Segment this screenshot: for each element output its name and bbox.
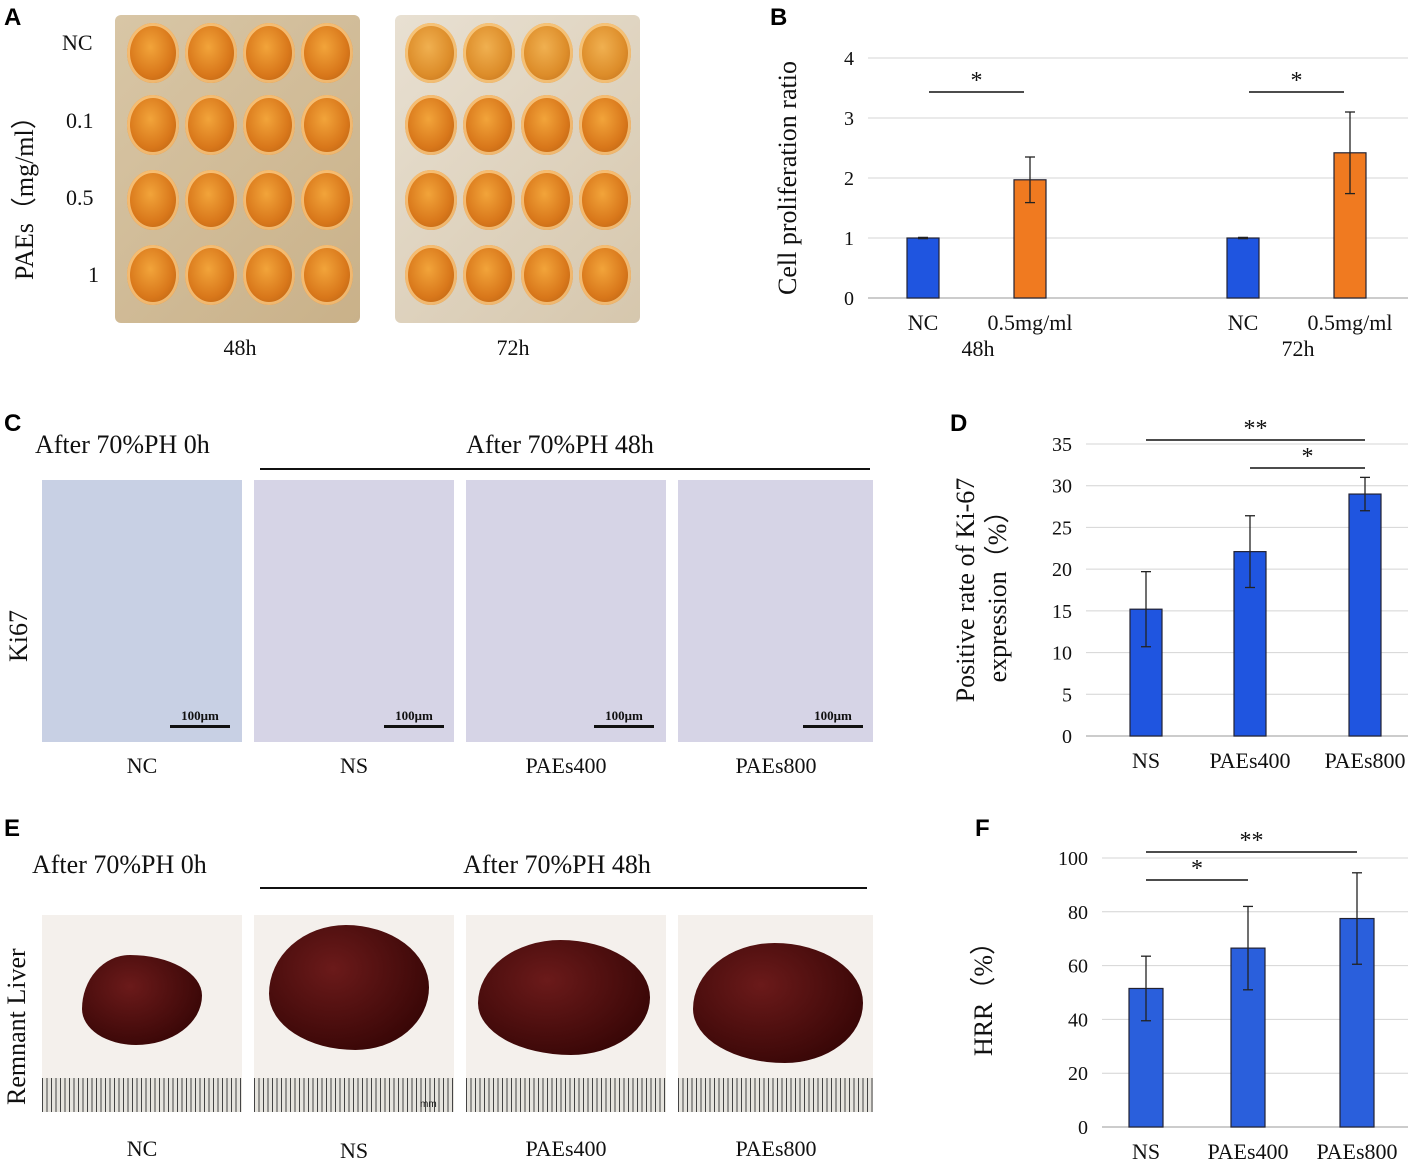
panel-a-col-label: 72h xyxy=(496,335,530,360)
liver-photo-ns: mm xyxy=(254,915,454,1112)
y-tick-label: 0 xyxy=(1062,726,1072,748)
panel-a-row-label: 1 xyxy=(88,262,99,287)
y-tick-label: 10 xyxy=(1052,643,1072,665)
liver-photo-nc xyxy=(42,915,242,1112)
bar xyxy=(906,237,940,299)
ki67-image-paes400: 100μm xyxy=(466,480,666,742)
panel-c-letter: C xyxy=(4,410,22,437)
y-axis-label-line2: expression（%） xyxy=(983,498,1012,683)
y-tick-label: 60 xyxy=(1068,956,1088,978)
y-tick-label: 3 xyxy=(844,108,854,130)
panel-e-header-48h: After 70%PH 48h xyxy=(463,850,651,879)
panel-a-col-label: 48h xyxy=(223,335,257,360)
y-tick-label: 30 xyxy=(1052,476,1072,498)
ki67-image-ns: 100μm xyxy=(254,480,454,742)
y-tick-label: 80 xyxy=(1068,902,1088,924)
y-axis-label: Cell proliferation ratio xyxy=(773,61,802,295)
y-tick-label: 40 xyxy=(1068,1009,1088,1031)
ki67-image-paes800: 100μm xyxy=(678,480,873,742)
x-category-label: NS xyxy=(1132,748,1160,773)
scale-bar-label: 100μm xyxy=(605,708,643,723)
panel-c-col-label: PAEs800 xyxy=(735,753,817,778)
scale-bar-label: 100μm xyxy=(181,708,219,723)
x-category-label: 0.5mg/ml xyxy=(988,310,1073,335)
y-tick-label: 0 xyxy=(844,288,854,310)
x-category-label: NC xyxy=(908,310,939,335)
panel-c-col-label: NS xyxy=(339,753,369,778)
liver-photo-paes800 xyxy=(678,915,873,1112)
bar xyxy=(1348,493,1382,737)
panel-e-col-label: PAEs400 xyxy=(525,1136,607,1161)
y-tick-label: 20 xyxy=(1052,559,1072,581)
significance-marker: ** xyxy=(1244,420,1268,442)
panel-c-header-rule xyxy=(260,468,870,470)
y-tick-label: 35 xyxy=(1052,434,1072,456)
panel-e-col-label: NC xyxy=(126,1136,158,1161)
significance-marker: * xyxy=(1302,444,1314,470)
y-tick-label: 2 xyxy=(844,168,854,190)
panel-a-row-label: 0.1 xyxy=(66,108,94,133)
x-category-label: PAEs800 xyxy=(1316,1139,1397,1163)
significance-marker: * xyxy=(971,68,983,94)
y-tick-label: 4 xyxy=(844,48,854,70)
panel-a-row-label: NC xyxy=(62,30,93,55)
panel-a-ylabel: PAEs（mg/ml） xyxy=(10,103,39,280)
panel-c-row-label: Ki67 xyxy=(4,610,33,662)
panel-a-letter: A xyxy=(4,4,22,31)
significance-marker: * xyxy=(1191,856,1203,882)
plate-photo-72h xyxy=(395,15,640,323)
y-tick-label: 100 xyxy=(1058,848,1088,870)
panel-e-letter: E xyxy=(4,815,21,842)
panel-e-header-0h: After 70%PH 0h xyxy=(32,850,207,879)
y-axis-label: Positive rate of Ki-67 xyxy=(951,478,980,703)
x-category-label: NS xyxy=(1132,1139,1160,1163)
panel-d-letter: D xyxy=(950,410,968,437)
y-tick-label: 25 xyxy=(1052,517,1072,539)
ruler-unit-label: mm xyxy=(420,1099,437,1110)
plate-photo-48h xyxy=(115,15,360,323)
x-group-label: 48h xyxy=(962,336,995,361)
panel-c-header-48h: After 70%PH 48h xyxy=(466,430,654,459)
panel-e-header-rule xyxy=(260,887,867,889)
y-tick-label: 5 xyxy=(1062,684,1072,706)
panel-a-row-label: 0.5 xyxy=(66,185,94,210)
ki67-image-nc: 100μm xyxy=(42,480,242,742)
significance-marker: * xyxy=(1291,68,1303,94)
scale-bar-label: 100μm xyxy=(814,708,852,723)
y-tick-label: 0 xyxy=(1078,1117,1088,1139)
panel-e-col-label: NS xyxy=(339,1138,369,1163)
bar xyxy=(1226,237,1260,299)
x-category-label: NC xyxy=(1228,310,1259,335)
y-tick-label: 1 xyxy=(844,228,854,250)
x-group-label: 72h xyxy=(1282,336,1315,361)
panel-c-col-label: NC xyxy=(126,753,158,778)
x-category-label: PAEs400 xyxy=(1207,1139,1288,1163)
x-category-label: 0.5mg/ml xyxy=(1308,310,1393,335)
x-category-label: PAEs400 xyxy=(1209,748,1290,773)
y-tick-label: 20 xyxy=(1068,1063,1088,1085)
y-tick-label: 15 xyxy=(1052,601,1072,623)
panel-e-row-label: Remnant Liver xyxy=(2,948,31,1105)
y-axis-label: HRR（%） xyxy=(969,929,998,1056)
panel-f-letter: F xyxy=(975,815,990,842)
x-category-label: PAEs800 xyxy=(1324,748,1405,773)
liver-photo-paes400 xyxy=(466,915,666,1112)
scale-bar-label: 100μm xyxy=(395,708,433,723)
panel-c-col-label: PAEs400 xyxy=(525,753,607,778)
panel-c-header-0h: After 70%PH 0h xyxy=(35,430,210,459)
significance-marker: ** xyxy=(1240,830,1264,854)
panel-b-letter: B xyxy=(770,4,788,31)
panel-e-col-label: PAEs800 xyxy=(735,1136,817,1161)
